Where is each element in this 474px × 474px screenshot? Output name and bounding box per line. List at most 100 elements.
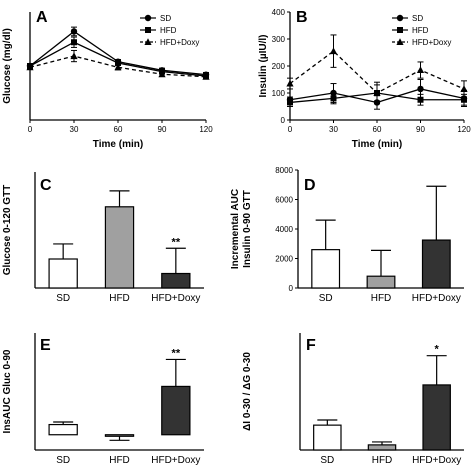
panel-C-bar-group: HFD xyxy=(104,190,135,304)
panel-D-category-label: SD xyxy=(319,293,333,304)
panel-E-category-label: SD xyxy=(56,455,70,466)
panel-B: 0 30 60 90 120 0 100 200 300 400 Time (min) Insulin… xyxy=(258,8,471,150)
panel-A-data-point xyxy=(202,73,210,80)
panel-B-series-2 xyxy=(286,34,468,105)
panel-A-legend-label: HFD xyxy=(160,26,177,35)
panel-E-ylabel: InsAUC Gluc 0-90 xyxy=(2,349,13,433)
panel-E-significance-label: ** xyxy=(172,347,181,359)
panel-C-category-label: SD xyxy=(56,293,70,304)
panel-D-bar-group: SD xyxy=(311,219,341,304)
panel-F-bar xyxy=(422,384,451,451)
panel-E-category-label: HFD xyxy=(109,455,130,466)
panel-E-category-label: HFD+Doxy xyxy=(151,455,200,466)
panel-A-legend-marker xyxy=(145,27,151,33)
panel-B-data-point xyxy=(287,99,293,106)
panel-A-data-point xyxy=(71,39,77,46)
panel-B-data-point xyxy=(286,79,294,87)
panel-B-legend-label: SD xyxy=(412,14,423,23)
panel-B-data-point xyxy=(416,66,425,74)
panel-F-ylabel: ΔI 0-30 / ΔG 0-30 xyxy=(242,352,253,431)
panel-A-x-tick-label: 0 xyxy=(28,125,33,134)
panel-A-data-point xyxy=(115,59,121,66)
panel-A-legend: SD HFD HFD+Doxy xyxy=(140,14,199,47)
panel-D-category-label: HFD+Doxy xyxy=(412,293,461,304)
panel-F-bar-group: HFD xyxy=(367,441,397,466)
panel-B-data-point xyxy=(373,89,381,96)
panel-A-x-tick-label: 90 xyxy=(158,125,167,134)
panel-D-y-tick-label: 0 xyxy=(289,284,294,293)
panel-F-bar xyxy=(367,444,397,451)
panel-C-bar xyxy=(48,258,78,289)
panel-A-data-point xyxy=(70,52,78,60)
panel-F: SD HFD HFD+Doxy * ΔI 0-30 / ΔG 0-30 F xyxy=(242,333,464,466)
panel-A-legend-marker xyxy=(144,38,152,45)
panel-E-letter: E xyxy=(40,337,51,354)
panel-B-y-tick-label: 0 xyxy=(281,116,286,125)
panel-C-bar-group: SD xyxy=(48,243,78,304)
panel-D-bar xyxy=(421,239,451,289)
panel-D-letter: D xyxy=(304,177,316,194)
panel-A-data-point xyxy=(114,63,122,71)
panel-D-bar-group: HFD+Doxy xyxy=(412,185,461,304)
panel-B-ylabel: Insulin (µIU/l) xyxy=(258,35,269,98)
panel-A-x-tick-label: 120 xyxy=(199,125,213,134)
panel-B-x-tick-label: 30 xyxy=(329,125,338,134)
panel-C-bar xyxy=(104,206,135,289)
panel-F-category-label: SD xyxy=(320,455,334,466)
panel-A-letter: A xyxy=(36,9,48,26)
panel-D-y-tick-label: 6000 xyxy=(275,196,293,205)
panel-A-legend-label: HFD+Doxy xyxy=(160,38,199,47)
panel-B-data-point xyxy=(330,95,337,102)
panel-B-data-point xyxy=(461,96,467,103)
panel-F-bar-group: HFD+Doxy * xyxy=(412,344,461,466)
panel-B-x-tick-label: 0 xyxy=(288,125,293,134)
panel-B-x-tick-label: 120 xyxy=(457,125,471,134)
panel-C-category-label: HFD+Doxy xyxy=(151,293,200,304)
panel-B-legend: SD HFD HFD+Doxy xyxy=(392,14,451,47)
panel-F-bar-group: SD xyxy=(313,419,342,466)
panel-A-data-point xyxy=(70,28,78,35)
panel-E-bar-group: HFD+Doxy ** xyxy=(151,347,200,466)
panel-C-ylabel: Glucose 0-120 GTT xyxy=(2,185,13,276)
panel-A-legend-marker xyxy=(144,14,152,22)
panel-B-legend-label: HFD+Doxy xyxy=(412,38,451,47)
panel-B-y-tick-label: 400 xyxy=(272,8,286,17)
panel-E-bar xyxy=(161,385,191,436)
panel-F-category-label: HFD xyxy=(372,455,393,466)
panel-B-data-point xyxy=(329,47,338,55)
panel-D: 0 2000 4000 6000 8000 SD HFD HFD+Doxy Incrementa… xyxy=(230,166,464,304)
panel-C-significance-label: ** xyxy=(172,236,181,248)
panel-E-bar xyxy=(104,434,135,437)
panel-B-xlabel: Time (min) xyxy=(352,139,402,150)
panel-F-significance-label: * xyxy=(435,344,440,356)
panel-E: SD HFD HFD+Doxy ** InsAUC Gluc 0-90 E xyxy=(2,333,204,466)
panel-B-y-tick-label: 300 xyxy=(272,35,286,44)
panel-D-bar xyxy=(311,249,341,289)
panel-A-ylabel: Glucose (mg/dl) xyxy=(2,28,13,104)
panel-A-series-2 xyxy=(26,49,210,80)
panel-C-bar xyxy=(161,272,191,289)
panel-D-ylabel: Incremental AUCInsulin 0-90 GTT xyxy=(230,189,253,269)
panel-B-legend-marker xyxy=(397,27,403,33)
panel-E-bar-group: SD xyxy=(48,421,78,466)
panel-B-data-point xyxy=(460,85,468,92)
panel-B-legend-label: HFD xyxy=(412,26,429,35)
panel-B-data-point xyxy=(417,96,424,103)
panel-A-x-tick-label: 30 xyxy=(70,125,79,134)
panel-A-x-tick-label: 60 xyxy=(114,125,123,134)
panel-C-category-label: HFD xyxy=(109,293,130,304)
panel-B-legend-marker xyxy=(396,38,404,45)
panel-F-category-label: HFD+Doxy xyxy=(412,455,461,466)
panel-D-y-tick-label: 8000 xyxy=(275,166,293,175)
panel-A-data-point xyxy=(158,70,166,78)
panel-D-y-tick-label: 4000 xyxy=(275,225,293,234)
panel-A-data-point xyxy=(26,63,34,71)
panel-C-letter: C xyxy=(40,177,52,194)
panel-F-bar xyxy=(313,424,342,451)
panel-D-category-label: HFD xyxy=(371,293,392,304)
panel-A-series-line xyxy=(29,55,207,78)
panel-D-y-tick-label: 2000 xyxy=(275,255,293,264)
panel-D-bar xyxy=(366,275,396,289)
panel-A: 0 30 60 90 120 Time (min) Glucose (mg/dl) A SD HF… xyxy=(2,9,213,150)
